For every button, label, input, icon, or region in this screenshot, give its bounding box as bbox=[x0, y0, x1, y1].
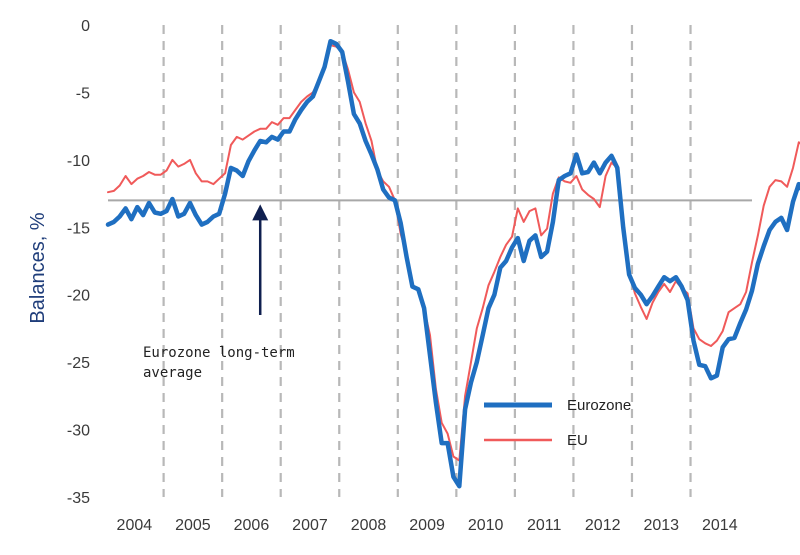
x-tick-label: 2007 bbox=[292, 517, 328, 534]
y-tick-label: -35 bbox=[67, 490, 90, 507]
y-tick-label: -30 bbox=[67, 423, 90, 440]
annotation: Eurozone long-term average bbox=[143, 204, 295, 381]
vertical-gridlines bbox=[162, 25, 692, 497]
annotation-text-line-2: average bbox=[143, 365, 202, 381]
x-tick-label: 2006 bbox=[234, 517, 270, 534]
y-tick-label: -5 bbox=[76, 85, 90, 102]
x-tick-label: 2014 bbox=[702, 517, 738, 534]
series-line-eu bbox=[107, 44, 800, 462]
y-axis-label: Balances, % bbox=[27, 212, 49, 323]
x-axis-tick-labels: 2004 2005 2006 2007 2008 2009 2010 2011 2012 2013… bbox=[117, 517, 738, 534]
legend-label-eu: EU bbox=[567, 432, 588, 449]
x-tick-label: 2013 bbox=[643, 517, 679, 534]
x-tick-label: 2010 bbox=[468, 517, 504, 534]
legend-label-eurozone: Eurozone bbox=[567, 397, 631, 414]
x-tick-label: 2009 bbox=[409, 517, 445, 534]
x-tick-label: 2008 bbox=[351, 517, 387, 534]
legend: Eurozone EU bbox=[484, 397, 631, 449]
y-tick-label: -20 bbox=[67, 288, 90, 305]
y-tick-label: -25 bbox=[67, 355, 90, 372]
x-tick-label: 2011 bbox=[527, 517, 562, 534]
annotation-text-line-1: Eurozone long-term bbox=[143, 345, 295, 361]
x-tick-label: 2005 bbox=[175, 517, 211, 534]
series-lines bbox=[105, 38, 800, 489]
x-tick-label: 2004 bbox=[117, 517, 153, 534]
annotation-arrow-head bbox=[252, 204, 269, 221]
series-line-eurozone bbox=[105, 38, 800, 489]
y-tick-label: -15 bbox=[67, 220, 90, 237]
y-axis-tick-labels: 0 -5 -10 -15 -20 -25 -30 -35 bbox=[67, 18, 90, 507]
y-tick-label: 0 bbox=[81, 18, 90, 35]
x-tick-label: 2012 bbox=[585, 517, 621, 534]
y-tick-label: -10 bbox=[67, 153, 90, 170]
